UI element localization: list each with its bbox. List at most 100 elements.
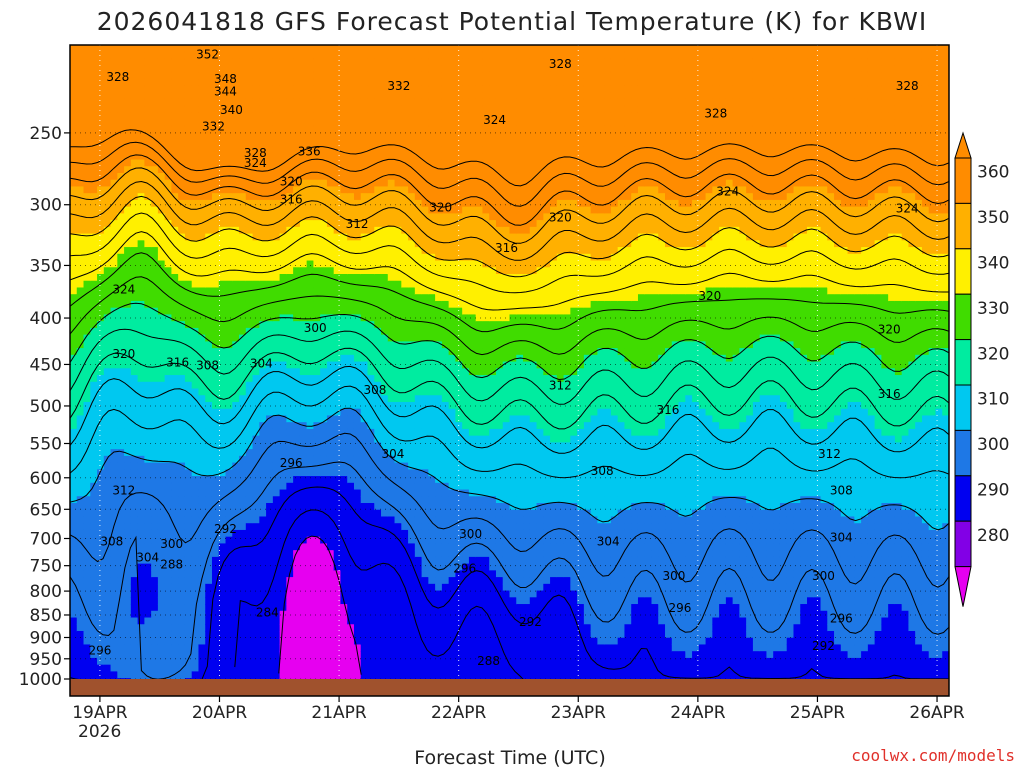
field-cell bbox=[130, 469, 139, 477]
field-cell bbox=[117, 496, 125, 504]
field-cell bbox=[272, 361, 281, 369]
field-cell bbox=[381, 152, 389, 161]
field-cell bbox=[306, 112, 315, 120]
field-cell bbox=[326, 300, 335, 309]
field-cell bbox=[266, 577, 274, 585]
field-cell bbox=[157, 455, 166, 464]
field-cell bbox=[353, 482, 362, 491]
field-cell bbox=[117, 388, 125, 396]
field-cell bbox=[266, 570, 274, 578]
field-cell bbox=[360, 583, 369, 592]
field-cell bbox=[70, 401, 78, 410]
field-cell bbox=[117, 637, 125, 646]
field-cell bbox=[394, 657, 402, 666]
field-cell bbox=[387, 469, 396, 477]
field-cell bbox=[232, 199, 240, 208]
field-cell bbox=[360, 401, 369, 410]
field-cell bbox=[313, 617, 321, 625]
field-cell bbox=[293, 536, 301, 545]
field-cell bbox=[394, 529, 402, 538]
field-cell bbox=[218, 529, 227, 538]
field-cell bbox=[387, 348, 396, 356]
field-cell bbox=[360, 294, 369, 302]
field-cell bbox=[117, 260, 125, 268]
field-cell bbox=[205, 361, 213, 369]
field-cell bbox=[414, 368, 423, 376]
field-cell bbox=[353, 334, 362, 342]
field-cell bbox=[211, 193, 220, 201]
field-cell bbox=[76, 226, 85, 235]
field-cell bbox=[137, 327, 145, 336]
field-cell bbox=[387, 361, 396, 369]
field-cell bbox=[70, 267, 78, 275]
field-cell bbox=[272, 199, 281, 208]
field-cell bbox=[299, 476, 308, 484]
field-cell bbox=[387, 172, 396, 181]
field-cell bbox=[252, 186, 260, 194]
field-cell bbox=[184, 132, 193, 140]
field-cell bbox=[124, 529, 132, 538]
field-cell bbox=[401, 179, 409, 188]
field-cell bbox=[374, 152, 382, 161]
field-cell bbox=[171, 125, 179, 134]
field-cell bbox=[259, 375, 267, 383]
field-cell bbox=[414, 280, 423, 289]
field-cell bbox=[151, 428, 159, 437]
field-cell bbox=[374, 247, 382, 255]
field-cell bbox=[353, 206, 362, 214]
field-cell bbox=[381, 395, 389, 403]
field-cell bbox=[293, 442, 301, 450]
field-cell bbox=[279, 570, 287, 578]
field-cell bbox=[266, 58, 274, 66]
field-cell bbox=[245, 119, 254, 127]
field-cell bbox=[414, 348, 423, 356]
field-cell bbox=[83, 186, 91, 194]
field-cell bbox=[401, 529, 409, 538]
field-cell bbox=[259, 172, 267, 181]
field-cell bbox=[408, 294, 416, 302]
field-cell bbox=[164, 381, 173, 390]
field-cell bbox=[198, 92, 206, 100]
field-cell bbox=[252, 516, 260, 524]
field-cell bbox=[367, 152, 375, 161]
field-cell bbox=[157, 172, 166, 181]
field-cell bbox=[144, 132, 152, 140]
field-cell bbox=[326, 307, 335, 316]
field-cell bbox=[184, 624, 193, 632]
field-cell bbox=[137, 247, 145, 255]
field-cell bbox=[252, 139, 260, 147]
field-cell bbox=[360, 206, 369, 214]
field-cell bbox=[353, 590, 362, 598]
field-cell bbox=[117, 449, 125, 457]
field-cell bbox=[360, 193, 369, 201]
field-cell bbox=[198, 199, 206, 208]
field-cell bbox=[205, 85, 213, 93]
field-cell bbox=[374, 651, 382, 659]
field-cell bbox=[191, 233, 200, 241]
field-cell bbox=[347, 186, 355, 194]
field-cell bbox=[326, 556, 335, 565]
field-cell bbox=[218, 536, 227, 545]
field-cell bbox=[225, 179, 233, 188]
field-cell bbox=[374, 314, 382, 322]
field-cell bbox=[178, 213, 186, 221]
field-cell bbox=[326, 630, 335, 639]
field-cell bbox=[259, 287, 267, 295]
field-cell bbox=[259, 85, 267, 93]
field-cell bbox=[144, 280, 152, 289]
field-cell bbox=[151, 92, 159, 100]
field-cell bbox=[191, 482, 200, 491]
field-cell bbox=[137, 132, 145, 140]
field-cell bbox=[90, 220, 98, 228]
field-cell bbox=[184, 334, 193, 342]
field-cell bbox=[347, 610, 355, 619]
field-cell bbox=[110, 58, 118, 66]
field-cell bbox=[178, 92, 186, 100]
field-cell bbox=[83, 550, 91, 558]
field-cell bbox=[239, 516, 247, 524]
field-cell bbox=[124, 139, 132, 147]
field-cell bbox=[151, 523, 159, 531]
field-cell bbox=[259, 98, 267, 107]
field-cell bbox=[103, 287, 112, 295]
field-cell bbox=[408, 172, 416, 181]
